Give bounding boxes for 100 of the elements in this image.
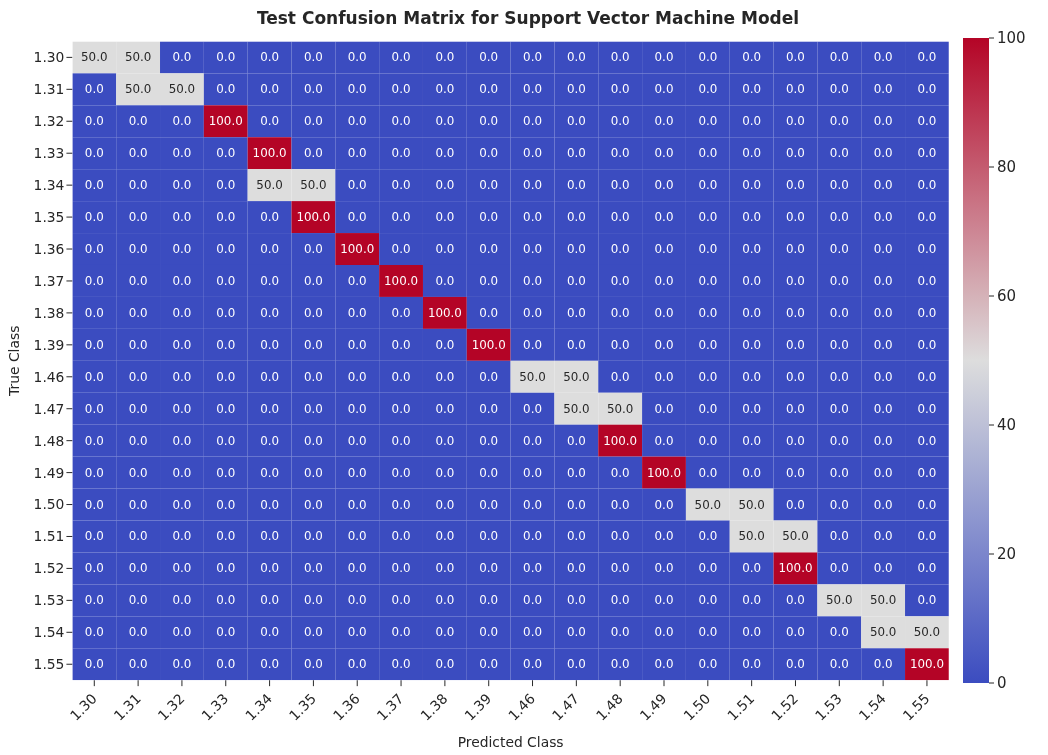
- data-label: 0.0: [523, 273, 542, 288]
- data-label: 0.0: [347, 82, 367, 97]
- data-label: 0.0: [829, 82, 849, 97]
- data-label: 0.0: [917, 178, 937, 193]
- data-label: 0.0: [523, 593, 542, 608]
- data-label: 0.0: [391, 561, 411, 576]
- data-label: 0.0: [260, 593, 280, 608]
- data-label: 0.0: [435, 369, 455, 384]
- data-label: 0.0: [654, 497, 674, 512]
- data-label: 0.0: [260, 433, 280, 448]
- data-label: 0.0: [128, 178, 148, 193]
- data-label: 0.0: [873, 178, 893, 193]
- color-bar-label: 100: [996, 29, 1026, 47]
- data-label: 0.0: [84, 657, 104, 672]
- data-label: 0.0: [128, 305, 148, 320]
- data-label: 0.0: [873, 305, 893, 320]
- data-label: 0.0: [523, 625, 542, 640]
- data-label: 0.0: [260, 561, 280, 576]
- data-label: 0.0: [479, 433, 499, 448]
- data-label: 0.0: [172, 210, 192, 225]
- data-label: 0.0: [786, 625, 805, 640]
- data-label: 0.0: [654, 625, 674, 640]
- data-label: 0.0: [216, 146, 236, 161]
- data-label: 0.0: [303, 433, 323, 448]
- data-label: 0.0: [829, 625, 849, 640]
- data-label: 0.0: [742, 401, 762, 416]
- data-label: 0.0: [172, 305, 192, 320]
- data-label: 0.0: [742, 625, 762, 640]
- data-label: 0.0: [479, 529, 499, 544]
- y-tick-label: 1.31: [33, 81, 65, 98]
- data-label: 0.0: [873, 433, 893, 448]
- color-bar-label: 60: [996, 287, 1016, 305]
- data-label: 0.0: [303, 529, 323, 544]
- data-label: 0.0: [566, 593, 586, 608]
- data-label: 0.0: [654, 433, 674, 448]
- y-tick-label: 1.47: [33, 400, 65, 417]
- chart-title: Test Confusion Matrix for Support Vector Machine Model: [255, 8, 801, 28]
- data-label: 0.0: [128, 146, 148, 161]
- data-label: 0.0: [435, 178, 455, 193]
- data-label: 0.0: [172, 433, 192, 448]
- y-tick-label: 1.55: [33, 656, 65, 673]
- data-label: 0.0: [347, 433, 367, 448]
- data-label: 0.0: [698, 561, 718, 576]
- data-label: 50.0: [738, 529, 765, 544]
- y-tick-label: 1.53: [33, 592, 65, 609]
- data-label: 0.0: [479, 657, 499, 672]
- data-label: 0.0: [260, 497, 280, 512]
- data-label: 0.0: [435, 465, 455, 480]
- data-label: 0.0: [786, 114, 805, 129]
- data-label: 0.0: [566, 337, 586, 352]
- data-label: 0.0: [216, 401, 236, 416]
- data-label: 0.0: [303, 465, 323, 480]
- data-label: 0.0: [873, 50, 893, 65]
- data-label: 0.0: [216, 337, 236, 352]
- data-label: 0.0: [260, 82, 280, 97]
- data-label: 0.0: [917, 146, 937, 161]
- data-label: 0.0: [172, 657, 192, 672]
- data-label: 0.0: [128, 242, 148, 257]
- data-label: 0.0: [435, 561, 455, 576]
- data-label: 0.0: [654, 273, 674, 288]
- data-label: 0.0: [391, 593, 411, 608]
- data-label: 0.0: [566, 657, 586, 672]
- data-label: 0.0: [347, 273, 367, 288]
- data-label: 0.0: [391, 369, 411, 384]
- data-label: 0.0: [260, 369, 280, 384]
- data-label: 0.0: [347, 114, 367, 129]
- data-label: 0.0: [610, 242, 630, 257]
- data-label: 0.0: [698, 433, 718, 448]
- data-label: 0.0: [742, 593, 762, 608]
- data-label: 0.0: [654, 337, 674, 352]
- data-label: 0.0: [610, 82, 630, 97]
- data-label: 0.0: [216, 529, 236, 544]
- data-label: 0.0: [917, 114, 937, 129]
- data-label: 0.0: [786, 305, 805, 320]
- data-label: 0.0: [873, 273, 893, 288]
- data-label: 0.0: [610, 50, 630, 65]
- data-label: 0.0: [742, 146, 762, 161]
- data-label: 0.0: [610, 369, 630, 384]
- y-tick-label: 1.35: [33, 209, 65, 226]
- data-label: 0.0: [873, 337, 893, 352]
- data-label: 0.0: [172, 497, 192, 512]
- data-label: 0.0: [391, 657, 411, 672]
- data-label: 0.0: [216, 305, 236, 320]
- data-label: 50.0: [694, 497, 722, 512]
- data-label: 0.0: [391, 242, 411, 257]
- data-label: 0.0: [435, 273, 455, 288]
- data-label: 0.0: [742, 561, 762, 576]
- data-label: 0.0: [435, 593, 455, 608]
- data-label: 0.0: [829, 465, 849, 480]
- data-label: 0.0: [84, 146, 104, 161]
- data-label: 0.0: [698, 337, 718, 352]
- data-label: 0.0: [698, 369, 718, 384]
- data-label: 0.0: [303, 273, 323, 288]
- data-label: 0.0: [610, 561, 630, 576]
- data-label: 0.0: [523, 114, 542, 129]
- data-label: 100.0: [384, 273, 419, 288]
- data-label: 0.0: [435, 146, 455, 161]
- data-label: 0.0: [698, 242, 718, 257]
- data-label: 0.0: [610, 625, 630, 640]
- data-label: 0.0: [742, 50, 762, 65]
